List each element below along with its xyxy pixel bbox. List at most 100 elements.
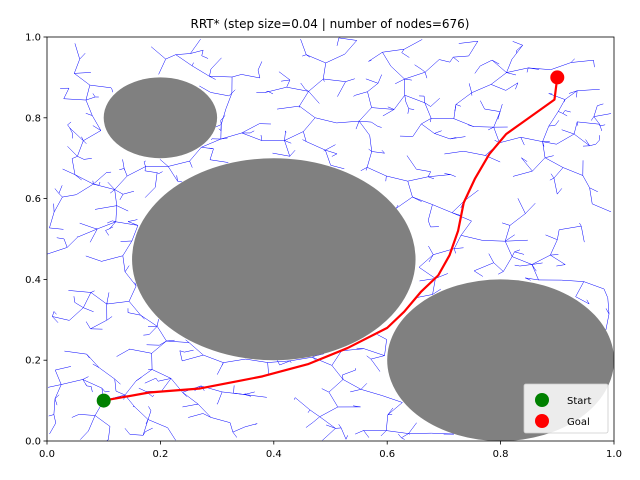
tree-edge	[544, 155, 554, 158]
tree-edge	[284, 131, 304, 141]
tree-edge	[360, 389, 382, 396]
tree-edge	[49, 227, 64, 230]
tree-edge	[423, 96, 426, 103]
tree-edge	[53, 196, 63, 213]
tree-edge	[228, 92, 233, 97]
tree-edge	[404, 78, 412, 81]
tree-edge	[55, 366, 72, 371]
tree-edge	[384, 339, 387, 356]
tree-edge	[559, 225, 582, 231]
tree-edge	[308, 78, 324, 92]
tree-edge	[605, 308, 610, 315]
tree-edge	[54, 188, 60, 194]
tree-edge	[98, 367, 115, 380]
tree-edge	[366, 151, 372, 168]
tree-edge	[278, 71, 291, 81]
tree-edge	[548, 124, 556, 127]
tree-edge	[387, 407, 394, 415]
tree-edge	[303, 131, 307, 142]
tree-edge	[166, 340, 190, 343]
tree-edge	[342, 374, 344, 380]
tree-edge	[319, 406, 338, 417]
tree-edge	[557, 188, 563, 195]
tree-edge	[404, 39, 423, 50]
tree-edge	[338, 424, 342, 429]
tree-edge	[68, 290, 91, 293]
tree-edge	[134, 282, 137, 287]
tree-edge	[158, 58, 166, 75]
tree-edge	[54, 384, 62, 399]
tree-edge	[432, 204, 453, 213]
tree-edge	[515, 82, 519, 90]
tree-edge	[201, 138, 221, 148]
tree-edge	[555, 120, 560, 126]
tree-edge	[229, 422, 234, 433]
tree-edge	[336, 120, 360, 124]
tree-edge	[58, 185, 63, 194]
tree-edge	[427, 204, 433, 221]
tree-edge	[545, 234, 558, 240]
tree-edge	[434, 133, 451, 140]
tree-edge	[338, 37, 357, 41]
tree-edge	[484, 108, 501, 112]
tree-edge	[134, 406, 149, 420]
tree-edge	[344, 40, 357, 55]
tree-edge	[490, 72, 507, 85]
tree-edge	[468, 41, 479, 57]
tree-edge	[553, 178, 558, 195]
tree-edge	[468, 83, 472, 93]
tree-edge	[52, 316, 59, 323]
tree-edge	[225, 93, 233, 109]
x-tick-label: 0.6	[379, 449, 395, 460]
tree-edge	[521, 157, 533, 172]
tree-edge	[218, 128, 222, 131]
tree-edge	[597, 103, 604, 106]
tree-edge	[367, 83, 379, 92]
tree-edge	[175, 54, 193, 67]
tree-edge	[257, 61, 263, 71]
tree-edge	[64, 350, 87, 355]
tree-edge	[202, 413, 211, 418]
tree-edge	[210, 417, 231, 423]
tree-edge	[92, 115, 102, 131]
tree-edge	[328, 379, 344, 393]
tree-edge	[401, 52, 410, 58]
tree-edge	[330, 164, 345, 170]
tree-edge	[107, 220, 113, 224]
tree-edge	[368, 148, 372, 152]
tree-edge	[244, 394, 252, 397]
tree-edge	[424, 72, 428, 79]
tree-edge	[312, 355, 316, 358]
tree-edge	[331, 365, 344, 380]
tree-edge	[340, 427, 347, 440]
tree-edge	[73, 296, 75, 303]
tree-edge	[582, 175, 590, 188]
tree-edge	[553, 167, 564, 179]
tree-edge	[550, 173, 555, 179]
x-tick-label: 0.0	[39, 449, 55, 460]
tree-edge	[85, 383, 88, 387]
tree-edge	[245, 358, 268, 363]
tree-edge	[593, 113, 612, 117]
tree-edge	[109, 226, 114, 230]
tree-edge	[326, 424, 336, 429]
tree-edge	[284, 130, 286, 141]
tree-edge	[209, 159, 229, 163]
tree-edge	[322, 78, 325, 82]
tree-edge	[406, 155, 417, 170]
tree-edge	[284, 140, 292, 144]
tree-edge	[377, 334, 387, 340]
tree-edge	[277, 105, 300, 110]
tree-edge	[184, 349, 194, 353]
tree-edge	[82, 376, 89, 380]
tree-edge	[593, 60, 595, 68]
tree-edge	[514, 249, 521, 253]
tree-edge	[56, 237, 65, 240]
tree-edge	[190, 49, 204, 54]
tree-edge	[94, 415, 111, 427]
tree-edge	[506, 72, 517, 76]
tree-edge	[542, 141, 546, 158]
tree-edge	[314, 353, 325, 357]
tree-edge	[188, 342, 204, 356]
tree-edge	[189, 147, 202, 162]
